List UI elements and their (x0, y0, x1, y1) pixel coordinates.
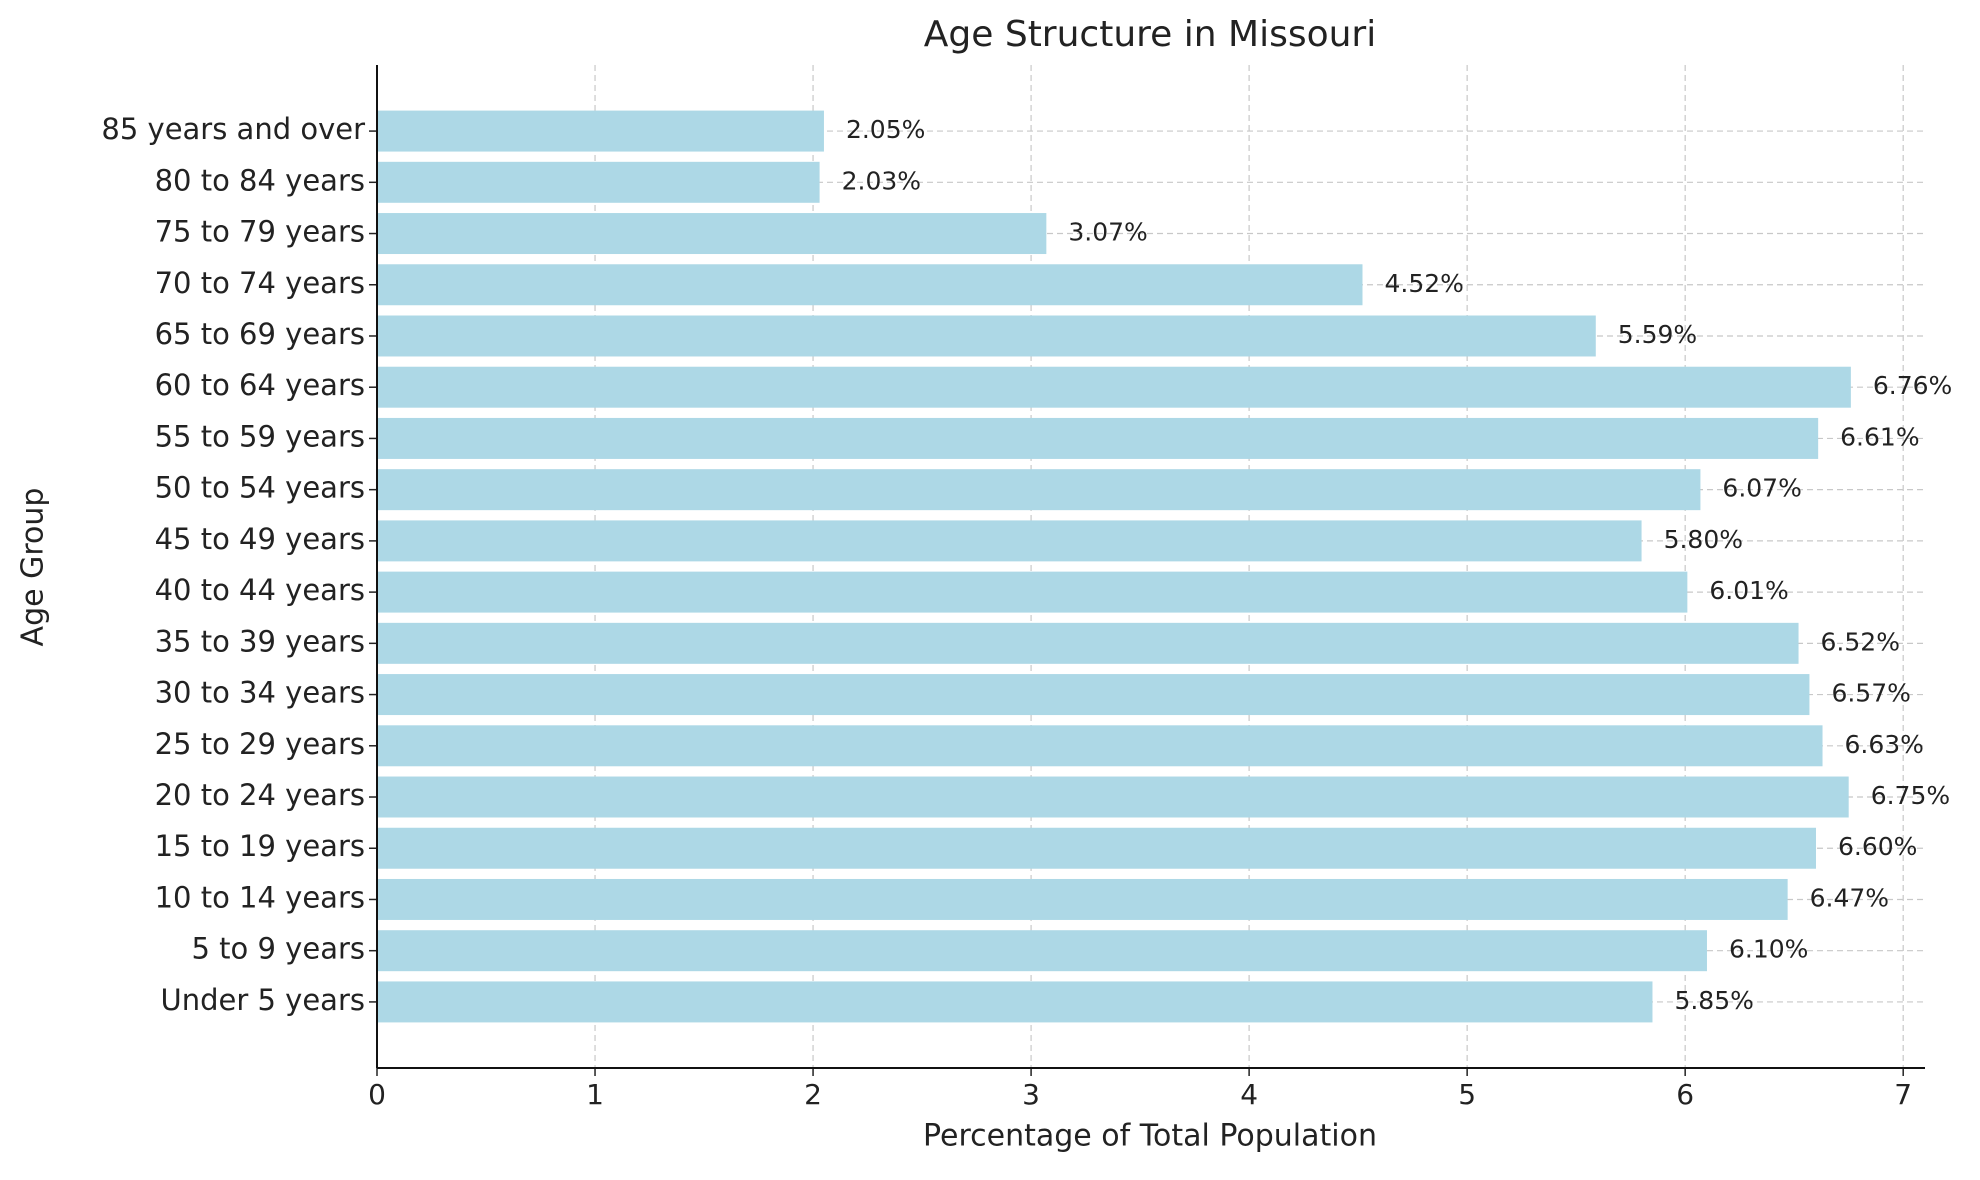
x-tick-label: 7 (1894, 1078, 1912, 1111)
bar (377, 878, 1788, 920)
bar (377, 315, 1596, 357)
y-tick-label: 10 to 14 years (155, 880, 365, 914)
bar (377, 366, 1851, 408)
bar (377, 725, 1823, 767)
y-tick-label: 55 to 59 years (155, 419, 365, 453)
y-tick-label: 65 to 69 years (155, 317, 365, 351)
y-tick-label: 50 to 54 years (155, 471, 365, 505)
bar (377, 827, 1816, 869)
y-tick-label: 20 to 24 years (155, 778, 365, 812)
bar (377, 571, 1688, 613)
x-tick-label: 5 (1458, 1078, 1476, 1111)
bar (377, 469, 1701, 511)
value-label: 3.07% (1068, 218, 1147, 247)
value-label: 6.07% (1722, 474, 1801, 503)
chart-title: Age Structure in Missouri (924, 14, 1376, 55)
y-tick-label: 35 to 39 years (155, 624, 365, 658)
y-tick-label: 60 to 64 years (155, 368, 365, 402)
value-label: 2.03% (842, 166, 921, 195)
x-tick-label: 1 (586, 1078, 604, 1111)
y-tick-label: 75 to 79 years (155, 215, 365, 249)
value-label: 6.75% (1871, 781, 1950, 810)
value-label: 5.80% (1664, 525, 1743, 554)
y-axis-label: Age Group (16, 488, 51, 647)
x-axis-label: Percentage of Total Population (923, 1119, 1377, 1154)
x-tick-label: 3 (1022, 1078, 1040, 1111)
y-tick-label: 80 to 84 years (155, 163, 365, 197)
x-tick-label: 6 (1676, 1078, 1694, 1111)
value-label: 5.85% (1674, 986, 1753, 1015)
y-tick-label: 5 to 9 years (192, 932, 365, 966)
value-label: 6.60% (1838, 832, 1917, 861)
value-label: 6.47% (1810, 883, 1889, 912)
bar (377, 110, 824, 152)
bar (377, 622, 1799, 664)
bar (377, 213, 1047, 255)
x-tick-label: 0 (368, 1078, 386, 1111)
value-label: 6.76% (1873, 371, 1952, 400)
value-label: 6.61% (1840, 422, 1919, 451)
value-label: 5.59% (1618, 320, 1697, 349)
value-label: 6.01% (1709, 576, 1788, 605)
bar (377, 674, 1810, 716)
bar (377, 981, 1653, 1023)
bar (377, 161, 820, 203)
value-label: 6.57% (1831, 679, 1910, 708)
value-label: 6.10% (1729, 935, 1808, 964)
x-tick-label: 4 (1240, 1078, 1258, 1111)
y-tick-label: 30 to 34 years (155, 676, 365, 710)
y-tick-label: 40 to 44 years (155, 573, 365, 607)
value-label: 6.52% (1821, 627, 1900, 656)
value-label: 4.52% (1384, 269, 1463, 298)
y-tick-label: 85 years and over (101, 112, 365, 146)
bar (377, 776, 1849, 818)
value-label: 2.05% (846, 115, 925, 144)
value-label: 6.63% (1845, 730, 1924, 759)
y-tick-label: 15 to 19 years (155, 829, 365, 863)
y-tick-label: 70 to 74 years (155, 266, 365, 300)
bar (377, 417, 1819, 459)
bar (377, 930, 1707, 972)
y-tick-label: Under 5 years (161, 983, 365, 1017)
bar (377, 520, 1642, 562)
y-tick-label: 25 to 29 years (155, 727, 365, 761)
x-tick-label: 2 (804, 1078, 822, 1111)
bar (377, 264, 1363, 306)
y-tick-label: 45 to 49 years (155, 522, 365, 556)
